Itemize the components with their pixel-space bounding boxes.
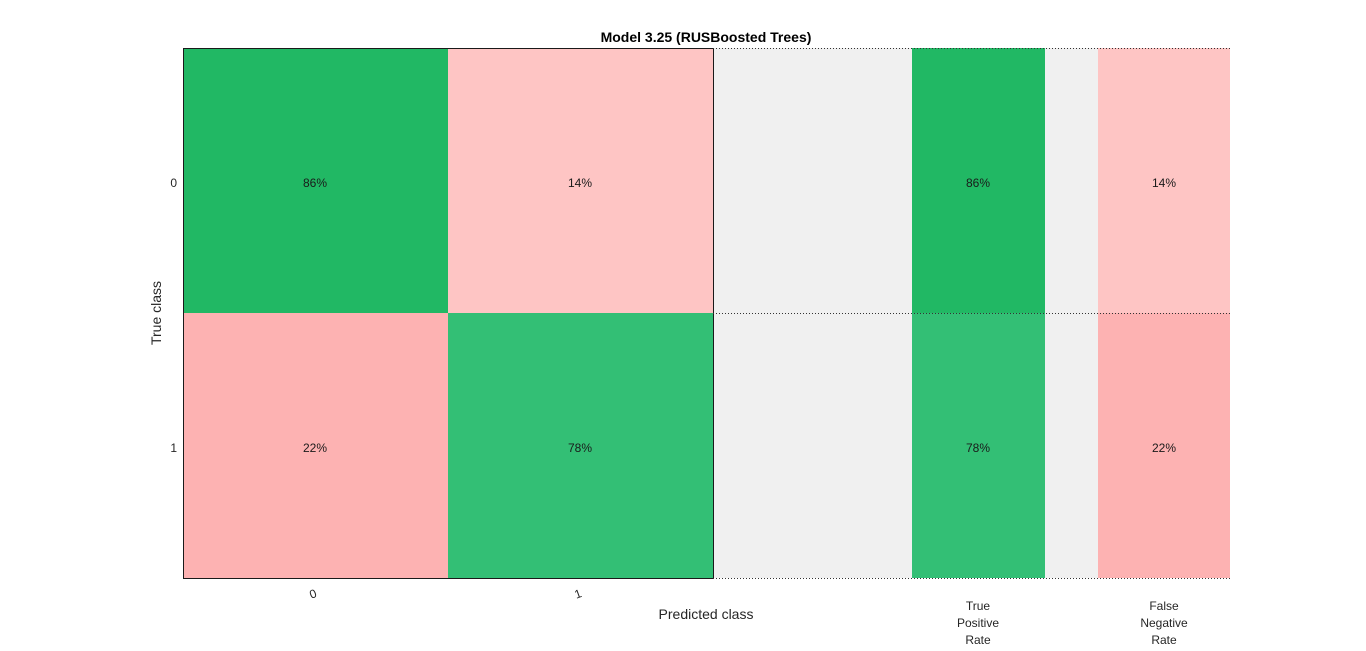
tpr-cell-row-1: [912, 313, 1045, 578]
fnr-cell-row-0: [1098, 48, 1230, 313]
fnr-column-label-line: Rate: [1151, 633, 1177, 647]
matrix-cell-label: 86%: [303, 176, 327, 190]
matrix-cell-label: 78%: [568, 441, 592, 455]
y-tick-label: 1: [170, 441, 177, 455]
tpr-value-label: 78%: [966, 441, 990, 455]
fnr-cell-row-1: [1098, 313, 1230, 578]
y-axis-label: True class: [148, 281, 164, 345]
fnr-value-label: 22%: [1152, 441, 1176, 455]
matrix-cell-1-1: [448, 313, 713, 578]
fnr-value-label: 14%: [1152, 176, 1176, 190]
matrix-cell-1-0: [183, 313, 448, 578]
matrix-cell-label: 22%: [303, 441, 327, 455]
matrix-cell-label: 14%: [568, 176, 592, 190]
x-tick-label: 0: [307, 586, 318, 602]
fnr-column-label-line: Negative: [1140, 616, 1188, 630]
matrix-cell-0-1: [448, 48, 713, 313]
tpr-column-label-line: True: [966, 599, 991, 613]
x-axis-label: Predicted class: [659, 606, 754, 622]
chart-title: Model 3.25 (RUSBoosted Trees): [601, 29, 812, 45]
tpr-value-label: 86%: [966, 176, 990, 190]
tpr-column-label-line: Rate: [965, 633, 991, 647]
tpr-column-label-line: Positive: [957, 616, 999, 630]
y-tick-label: 0: [170, 176, 177, 190]
fnr-column-label-line: False: [1149, 599, 1179, 613]
matrix-cell-0-0: [183, 48, 448, 313]
x-tick-label: 1: [572, 586, 583, 602]
tpr-cell-row-0: [912, 48, 1045, 313]
